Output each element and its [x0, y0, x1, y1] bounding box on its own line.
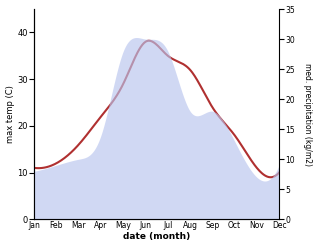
Y-axis label: med. precipitation (kg/m2): med. precipitation (kg/m2)	[303, 63, 313, 166]
Y-axis label: max temp (C): max temp (C)	[5, 85, 15, 143]
X-axis label: date (month): date (month)	[123, 232, 190, 242]
